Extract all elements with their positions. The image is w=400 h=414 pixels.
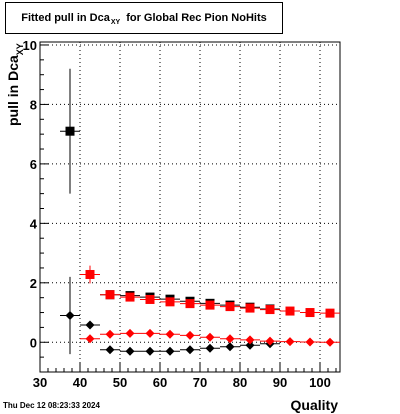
chart-title: Fitted pull in Dca XY for Global Rec Pio… [5, 2, 283, 34]
data-point-square [125, 292, 135, 302]
data-point-diamond [105, 329, 115, 339]
x-tick-label: 70 [193, 375, 207, 390]
axis-ticks [39, 44, 337, 373]
data-point-square [245, 303, 255, 313]
timestamp: Thu Dec 12 08:23:33 2024 [3, 401, 100, 410]
data-point-diamond [285, 337, 295, 347]
y-tick-label: 2 [30, 276, 37, 291]
y-tick-label: 0 [30, 335, 37, 350]
data-point-diamond [325, 337, 335, 347]
x-tick-label: 50 [113, 375, 127, 390]
data-point-square [65, 126, 75, 136]
data-marks [60, 68, 340, 356]
data-point-square [105, 290, 115, 300]
data-point-diamond [85, 320, 95, 330]
data-point-diamond [85, 334, 95, 344]
data-point-square [205, 300, 215, 310]
data-point-diamond [65, 311, 75, 321]
grid [40, 42, 340, 372]
plot-frame [39, 41, 341, 373]
data-point-diamond [145, 328, 155, 338]
series-3 [80, 328, 340, 347]
data-point-diamond [205, 343, 215, 353]
data-point-square [285, 306, 295, 316]
data-point-diamond [105, 345, 115, 355]
chart-title-subscript: XY [110, 18, 121, 26]
series-1 [80, 265, 340, 318]
y-axis-label-group: pull in DcaXY [5, 43, 25, 126]
data-point-square [225, 302, 235, 312]
y-axis-label: pull in DcaXY [5, 43, 25, 126]
data-point-diamond [125, 346, 135, 356]
data-point-square [305, 308, 315, 318]
data-point-diamond [225, 334, 235, 344]
y-tick-label: 4 [30, 216, 38, 231]
series-2 [60, 276, 280, 356]
data-point-diamond [185, 330, 195, 340]
x-tick-label: 90 [273, 375, 287, 390]
data-point-square [145, 294, 155, 304]
y-tick-label: 8 [30, 97, 37, 112]
data-point-diamond [245, 335, 255, 345]
data-point-square [325, 308, 335, 318]
data-point-square [165, 297, 175, 307]
x-tick-label: 40 [73, 375, 87, 390]
data-point-diamond [145, 346, 155, 356]
y-axis-label-subscript: XY [15, 43, 25, 55]
chart-title-rest: for Global Rec Pion NoHits [126, 12, 267, 24]
data-point-diamond [305, 337, 315, 347]
data-point-diamond [185, 345, 195, 355]
chart-title-main: Fitted pull in Dca [21, 12, 110, 24]
data-point-diamond [225, 342, 235, 352]
data-point-diamond [165, 329, 175, 339]
x-tick-label: 60 [153, 375, 167, 390]
data-point-square [185, 299, 195, 309]
data-point-diamond [245, 340, 255, 350]
y-axis-label-text: pull in Dca [5, 55, 21, 126]
data-point-diamond [165, 346, 175, 356]
tick-labels: 30 40 50 60 70 80 90 100 0 2 4 6 8 10 [23, 38, 331, 390]
x-tick-label: 100 [309, 375, 331, 390]
data-point-diamond [125, 328, 135, 338]
data-point-square [85, 269, 95, 279]
y-tick-label: 6 [30, 157, 37, 172]
x-axis-label: Quality [291, 397, 339, 413]
y-tick-label: 10 [23, 38, 37, 53]
x-tick-label: 80 [233, 375, 247, 390]
data-point-square [265, 305, 275, 315]
data-point-diamond [205, 332, 215, 342]
x-tick-label: 30 [33, 375, 47, 390]
data-point-diamond [265, 336, 275, 346]
